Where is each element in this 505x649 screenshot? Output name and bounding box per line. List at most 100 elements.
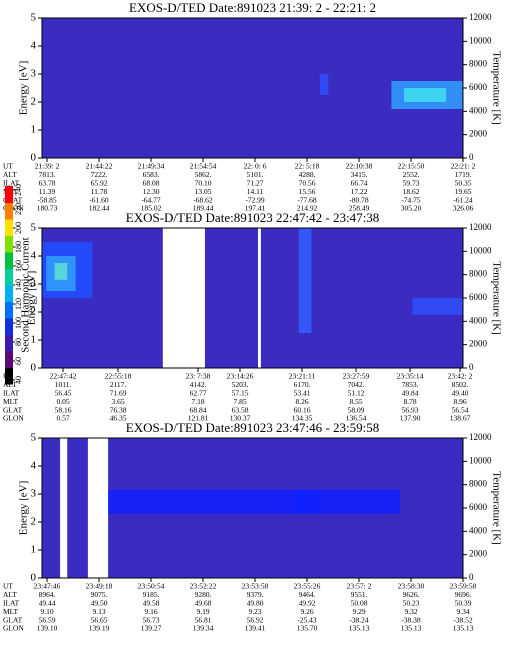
row-value: 51.12 [348, 389, 365, 398]
row-value: 56.59 [39, 615, 56, 624]
row-value: 7.85 [233, 397, 246, 406]
y-axis-label: Energy [eV] [18, 481, 30, 535]
row-value: 71.27 [247, 179, 264, 188]
row-value: 23: 7:38 [186, 372, 211, 381]
colorbar-segment [5, 186, 13, 203]
y-tick-label: 2 [31, 306, 37, 318]
row-value: 49.40 [452, 389, 469, 398]
y-tick-label: 4 [31, 250, 37, 262]
row-value: 9075. [91, 590, 108, 599]
row-value: 22:55:18 [105, 372, 132, 381]
row-value: 0.05 [56, 397, 69, 406]
row-value: -72.99 [245, 195, 265, 204]
row-value: -25.43 [297, 615, 317, 624]
row-value: 49.84 [402, 389, 419, 398]
data-gap [60, 438, 68, 578]
row-label: ILAT [3, 389, 20, 398]
row-value: 53.41 [294, 389, 311, 398]
y2-tick-label: 4000 [469, 105, 488, 115]
row-value: 139.34 [193, 624, 214, 633]
row-value: 5203. [232, 380, 249, 389]
row-value: 50.39 [455, 599, 472, 608]
row-value: 3.65 [111, 397, 124, 406]
y-axis-label: Energy [eV] [18, 61, 30, 115]
spectrogram-patch [412, 298, 463, 315]
y-tick-label: 4 [31, 460, 37, 472]
row-value: 5862. [195, 170, 212, 179]
row-value: 22:21: 2 [451, 162, 476, 171]
row-value: 139.27 [141, 624, 162, 633]
colorbar-segment [5, 351, 13, 368]
row-label: MLT [3, 397, 19, 406]
colorbar-segment [5, 235, 13, 253]
row-value: 56.65 [91, 615, 108, 624]
row-value: 305.20 [401, 204, 422, 213]
row-value: 22: 0: 6 [244, 162, 267, 171]
row-value: -74.75 [401, 195, 421, 204]
spectrogram-patch [404, 88, 447, 102]
row-value: 258.49 [349, 204, 370, 213]
row-value: -61.60 [89, 195, 109, 204]
y2-tick-label: 12000 [469, 12, 492, 22]
row-value: -38.52 [453, 615, 473, 624]
y-tick-label: 1 [31, 124, 37, 136]
y2-tick-label: 8000 [469, 269, 488, 279]
row-value: 9379. [247, 590, 264, 599]
row-value: 0.57 [56, 414, 69, 423]
row-value: 139.41 [245, 624, 266, 633]
colorbar-tick-label: 180 [14, 241, 23, 253]
row-value: -38.24 [349, 615, 369, 624]
y2-tick-label: 0 [469, 572, 474, 582]
row-value: 134.35 [292, 414, 313, 423]
y2-tick-label: 8000 [469, 479, 488, 489]
y2-axis-label: Temperature [K] [490, 471, 502, 544]
colorbar-tick-label: 100 [14, 317, 23, 329]
row-value: 56.81 [195, 615, 212, 624]
row-value: 138.67 [450, 414, 471, 423]
row-value: 46.35 [110, 414, 127, 423]
y-tick-label: 0 [31, 572, 37, 584]
row-value: 9.13 [92, 607, 105, 616]
row-value: 135.13 [349, 624, 370, 633]
row-value: 23:50:54 [138, 582, 165, 591]
row-value: 8.96 [453, 397, 466, 406]
row-value: -58.85 [37, 195, 57, 204]
data-gap [87, 438, 109, 578]
colorbar-segment [5, 285, 13, 302]
row-value: 49.58 [143, 599, 160, 608]
panel-title: EXOS-D/TED Date:891023 21:39: 2 - 22:21:… [129, 0, 376, 15]
row-value: 63.78 [39, 179, 56, 188]
row-value: 23:49:18 [86, 582, 113, 591]
spectrogram [42, 228, 463, 368]
row-value: 23:27:59 [343, 372, 370, 381]
row-value: 9.29 [352, 607, 365, 616]
y-tick-label: 5 [31, 12, 37, 24]
row-value: 56.93 [402, 405, 419, 414]
row-value: 9551. [351, 590, 368, 599]
spectrogram-patch [319, 74, 329, 95]
row-value: -77.68 [297, 195, 317, 204]
y-tick-label: 1 [31, 544, 37, 556]
row-value: 11.78 [91, 187, 108, 196]
row-value: 68.84 [190, 405, 207, 414]
row-value: 59.73 [403, 179, 420, 188]
y-tick-label: 2 [31, 96, 37, 108]
row-value: 135.70 [297, 624, 318, 633]
row-value: 23:47:46 [34, 582, 61, 591]
row-value: 9280. [195, 590, 212, 599]
row-value: 22:15:50 [398, 162, 425, 171]
row-value: 71.69 [110, 389, 127, 398]
colorbar-segment [5, 202, 13, 220]
row-value: 23:55:26 [294, 582, 321, 591]
colorbar-segment [5, 219, 13, 236]
row-value: 50.35 [455, 179, 472, 188]
y2-tick-label: 10000 [469, 245, 492, 255]
row-value: 6583. [143, 170, 160, 179]
row-value: -68.62 [193, 195, 213, 204]
y-tick-label: 0 [31, 152, 37, 164]
row-label: GLON [3, 204, 24, 213]
colorbar-segment [5, 268, 13, 286]
row-value: 135.13 [453, 624, 474, 633]
data-gap [162, 228, 205, 368]
